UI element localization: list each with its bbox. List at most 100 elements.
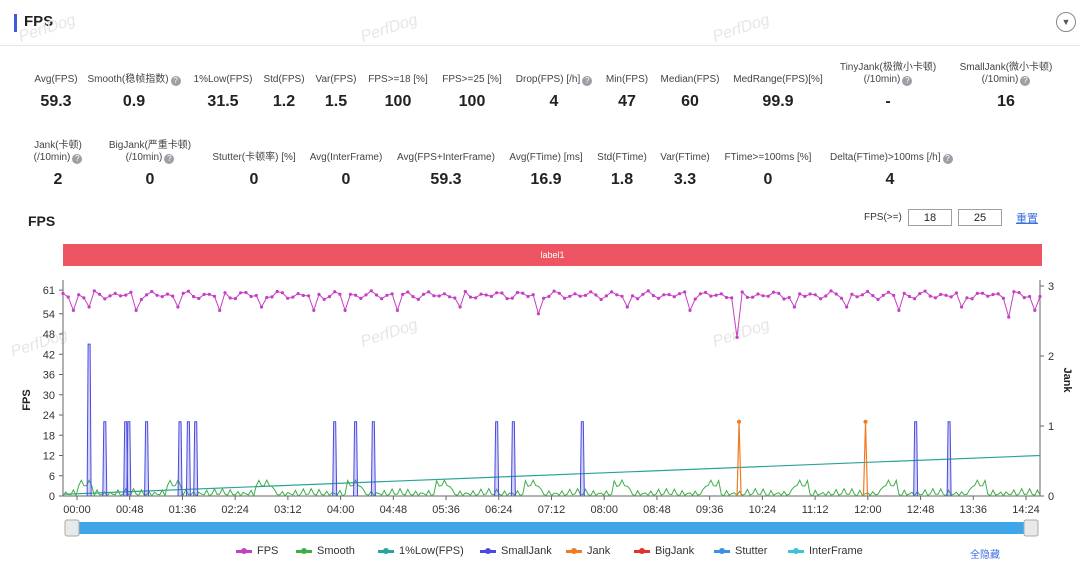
metric-label: SmallJank(微小卡顿) (/10min)?	[946, 62, 1066, 86]
series-fps-point	[787, 295, 791, 300]
metric-value: 100	[384, 93, 412, 110]
series-smalljank-spike	[185, 421, 191, 497]
series-fps-point	[1001, 296, 1006, 300]
legend-item[interactable]: Stutter	[714, 545, 767, 557]
metric-value: 0.9	[122, 93, 146, 110]
series-fps-point	[756, 292, 760, 296]
series-fps-point	[996, 292, 1000, 296]
label-band[interactable]: label1	[63, 244, 1042, 266]
series-fps-point	[442, 292, 446, 296]
metric-label: Avg(InterFrame)	[286, 152, 406, 164]
panel-header: FPS ▼	[0, 0, 1080, 46]
series-fps-point	[850, 292, 854, 296]
series-fps-point	[651, 294, 656, 298]
series-fps-point	[463, 289, 467, 294]
series-fps-point	[980, 291, 985, 295]
legend-item[interactable]: Smooth	[296, 545, 355, 557]
metric-label-text: Median(FPS)	[660, 74, 720, 85]
hide-all-link[interactable]: 全隐藏	[970, 550, 1000, 561]
legend-item[interactable]: InterFrame	[788, 545, 863, 557]
series-fps-point	[265, 295, 269, 300]
legend-dot-icon	[571, 547, 577, 554]
help-icon[interactable]: ?	[164, 154, 175, 164]
metric-value: 1.5	[324, 93, 348, 110]
legend-item[interactable]: FPS	[236, 545, 278, 557]
metric-item: Delta(FTime)>100ms [/h]? 4	[830, 152, 953, 189]
series-fps-point	[871, 294, 875, 298]
series-fps-point	[578, 294, 582, 298]
series-fps-point	[223, 291, 227, 295]
series-fps-point	[636, 297, 640, 301]
fps-threshold-1-input[interactable]	[908, 209, 952, 226]
series-fps-point	[714, 293, 718, 297]
legend-swatch-icon	[236, 547, 252, 554]
series-fps-point	[928, 294, 932, 298]
metric-label: Smooth(稳帧指数)?	[74, 74, 194, 86]
legend-item[interactable]: 1%Low(FPS)	[378, 545, 464, 557]
series-fps-point	[77, 293, 81, 297]
range-slider-left-handle[interactable]	[64, 519, 80, 537]
series-fps-point	[740, 290, 744, 294]
series-fps-point	[594, 293, 598, 297]
help-icon[interactable]: ?	[1020, 76, 1031, 86]
series-jank-spike	[862, 421, 869, 497]
metric-value: 59.3	[40, 93, 72, 110]
series-fps-point	[165, 292, 170, 296]
y2-tick-label: 1	[1048, 421, 1054, 433]
help-icon[interactable]: ?	[170, 76, 181, 86]
help-icon[interactable]: ?	[902, 76, 913, 86]
legend-item[interactable]: Jank	[566, 545, 610, 557]
legend-item[interactable]: BigJank	[634, 545, 694, 557]
y-tick-label: 61	[43, 285, 55, 297]
metric-label-text: Jank(卡顿)	[34, 140, 82, 151]
help-icon[interactable]: ?	[72, 154, 83, 164]
y-tick-label: 54	[43, 309, 55, 321]
series-fps-point	[745, 295, 750, 299]
series-fps-point	[646, 289, 650, 293]
panel-title: FPS	[24, 13, 54, 30]
range-slider-track[interactable]	[67, 522, 1036, 534]
series-fps-point	[604, 294, 609, 298]
series-fps-point	[1017, 291, 1021, 295]
metric-label-text: SmallJank(微小卡顿)	[959, 62, 1053, 73]
metric-item: Std(FPS) 1.2	[224, 74, 344, 111]
fps-threshold-2-input[interactable]	[958, 209, 1002, 226]
metric-label-unit: (/10min)	[33, 152, 71, 163]
metric-item: SmallJank(微小卡顿) (/10min)? 16	[946, 62, 1066, 111]
legend-label: Jank	[587, 545, 611, 557]
series-fps-point	[286, 296, 290, 300]
series-fps-point	[792, 305, 797, 309]
range-slider-right-handle[interactable]	[1023, 519, 1039, 537]
legend-swatch-icon	[378, 547, 394, 554]
series-fps-point	[515, 290, 520, 295]
series-fps-point	[866, 289, 870, 294]
series-fps-point	[207, 292, 211, 296]
y2-tick-label: 3	[1048, 281, 1054, 293]
series-fps-point	[1038, 294, 1042, 299]
series-fps-point	[338, 292, 342, 296]
metrics-row-2: Jank(卡顿) (/10min)? 2 BigJank(严重卡顿) (/10min)?…	[0, 136, 1080, 206]
metric-value: 1.2	[272, 93, 296, 110]
series-fps-point	[688, 308, 692, 312]
metric-label: Delta(FTime)>100ms [/h]?	[830, 152, 953, 164]
x-tick-label: 07:12	[538, 504, 566, 516]
reset-link[interactable]: 重置	[1016, 213, 1038, 225]
metric-value: 0	[763, 171, 773, 188]
metric-label: Stutter(卡顿率) [%]	[194, 152, 314, 164]
series-fps-point	[1022, 296, 1026, 300]
metric-value: 47	[618, 93, 636, 110]
series-fps-point	[92, 289, 96, 293]
series-fps-point	[390, 292, 394, 296]
chevron-down-icon[interactable]: ▼	[1056, 12, 1076, 32]
help-icon[interactable]: ?	[582, 76, 593, 86]
help-icon[interactable]: ?	[942, 154, 953, 164]
metric-label-text: Avg(FTime) [ms]	[509, 152, 583, 163]
series-fps-point	[991, 292, 995, 297]
legend-dot-icon	[639, 547, 645, 554]
legend-item[interactable]: SmallJank	[480, 545, 552, 557]
series-fps-point	[855, 295, 859, 299]
metric-label: Min(FPS)	[567, 74, 687, 86]
series-fps-point	[322, 297, 326, 301]
metric-label-text: Delta(FTime)>100ms [/h]	[830, 152, 941, 163]
metric-label: Jank(卡顿) (/10min)?	[0, 140, 118, 164]
